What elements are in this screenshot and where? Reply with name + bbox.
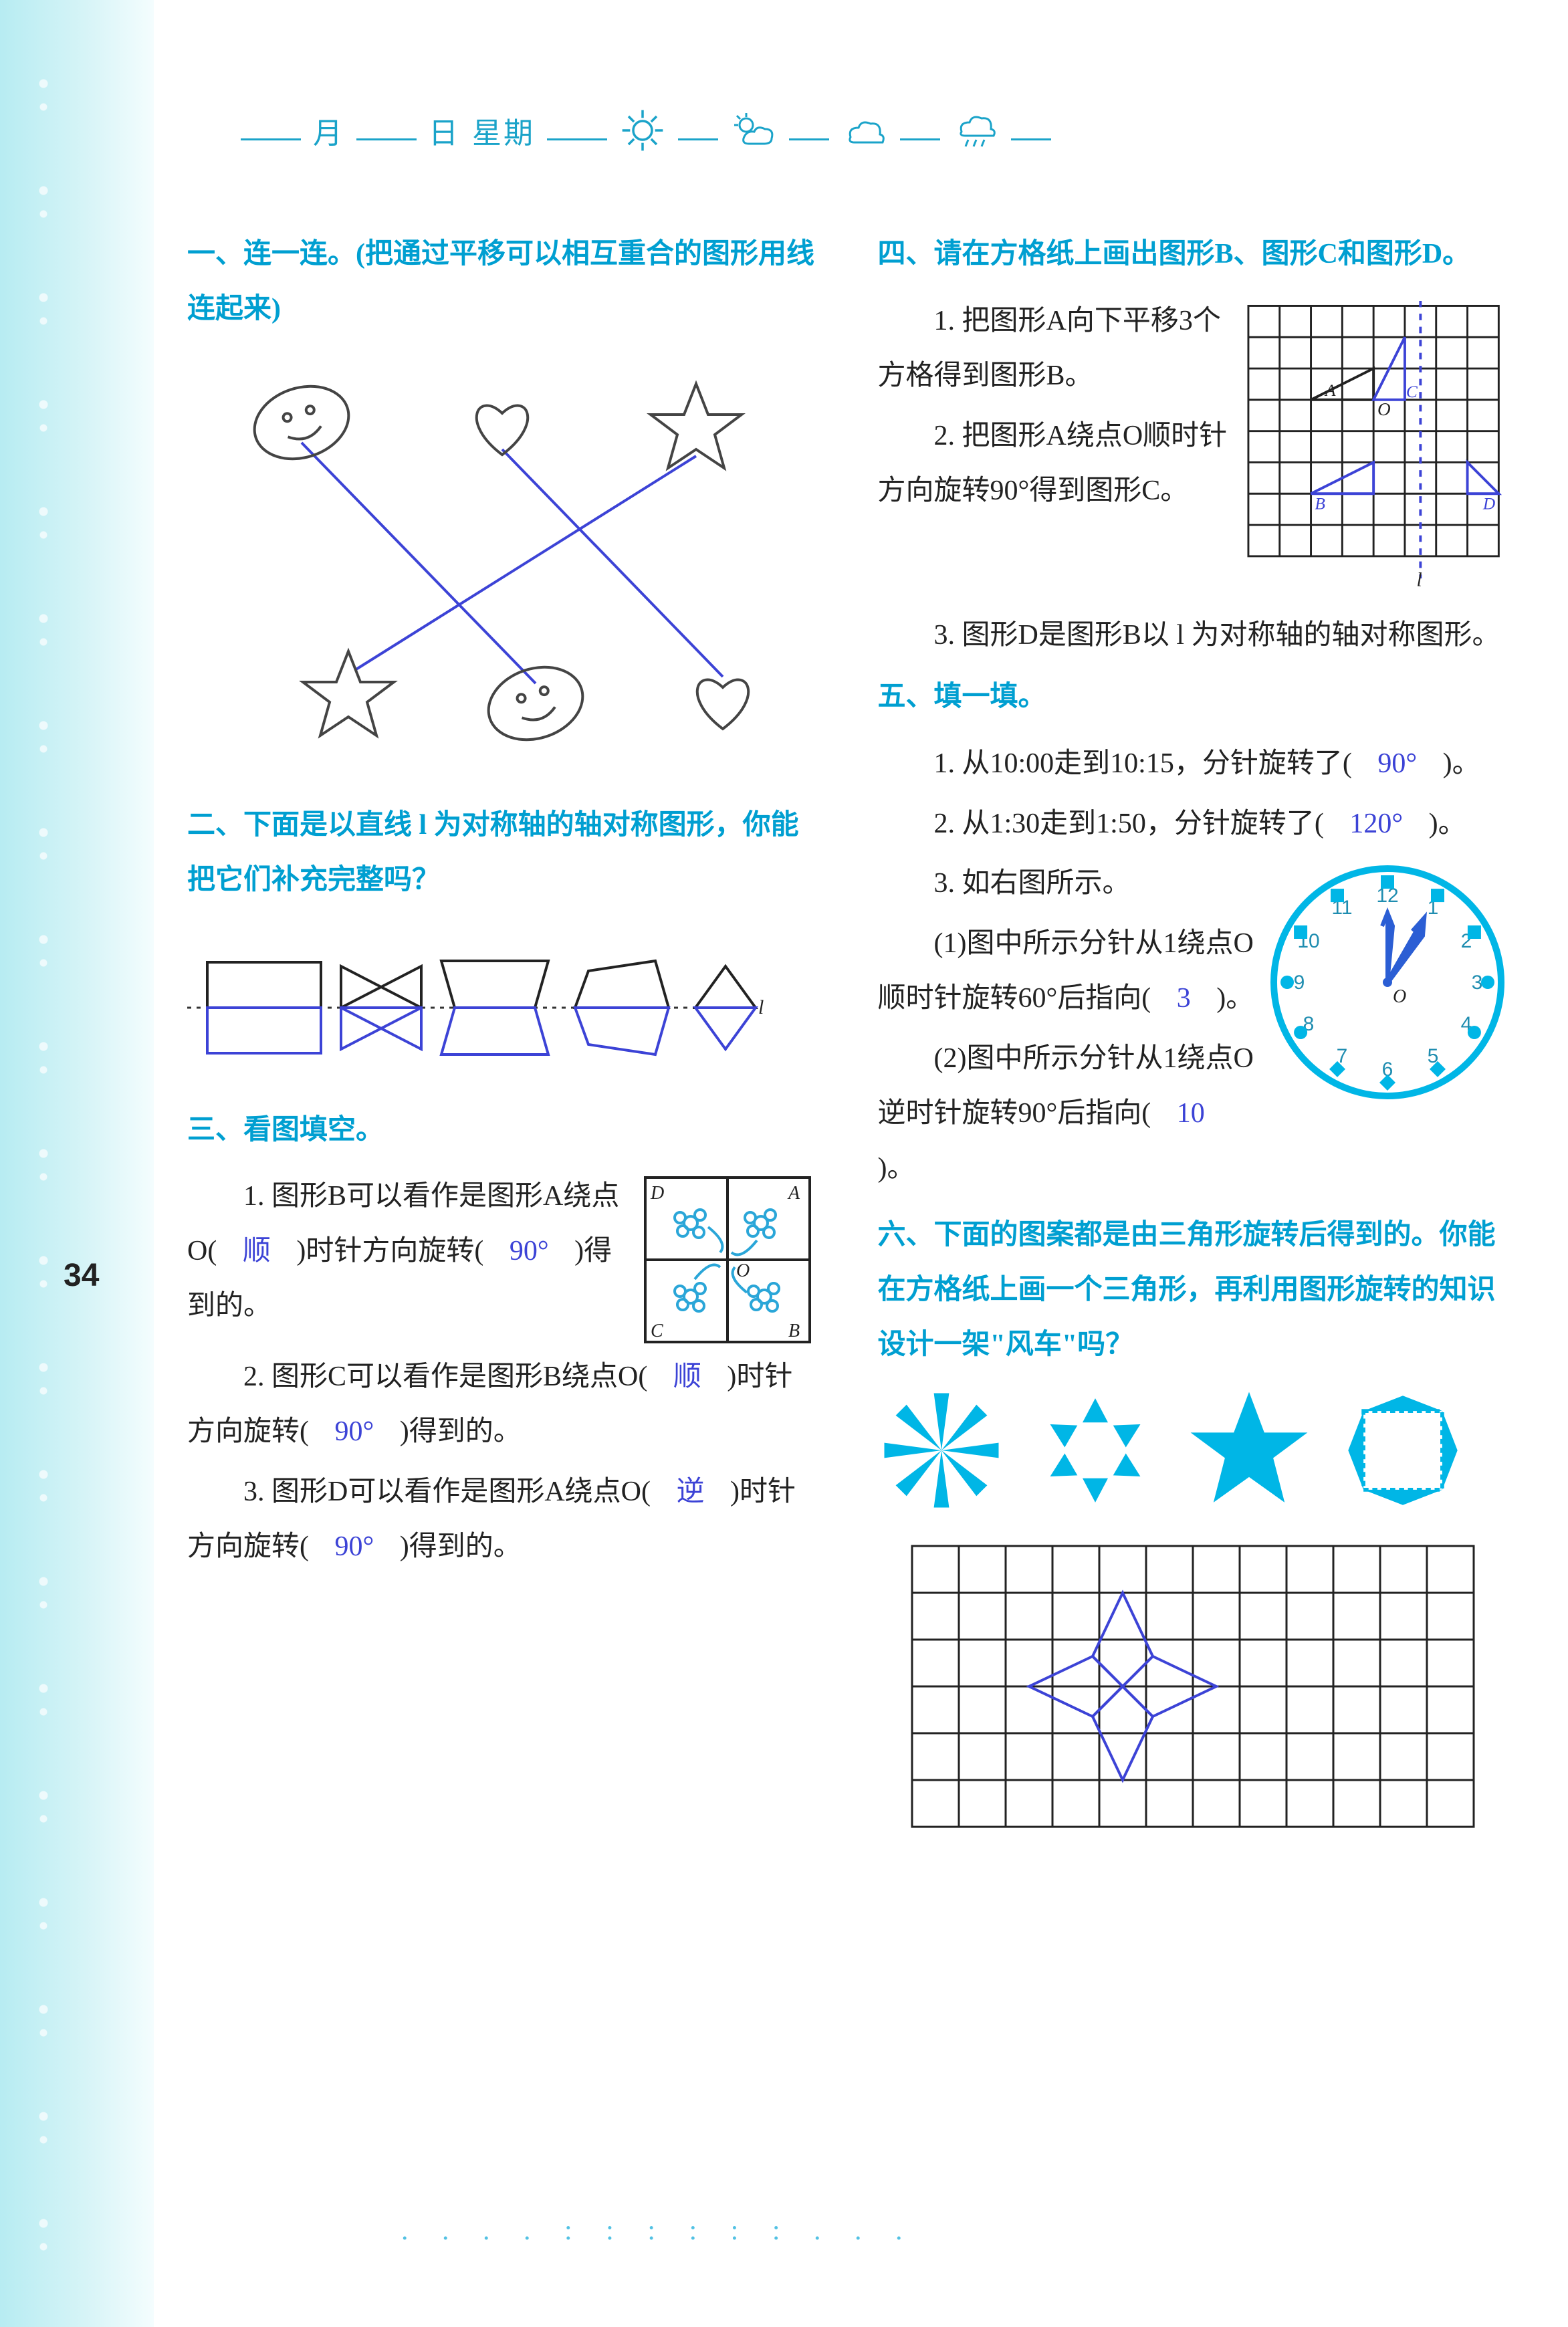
weather3-blank[interactable] (900, 120, 940, 140)
page-left-decor (0, 0, 154, 2327)
svg-text:l: l (758, 996, 764, 1018)
q2-heading: 二、下面是以直线 l 为对称轴的轴对称图形，你能把它们补充完整吗？ (187, 798, 818, 908)
sun-cloud-icon (730, 107, 777, 154)
month-label: 月 (313, 109, 344, 152)
weekday-label: 星期 (472, 109, 535, 152)
svg-text:D: D (650, 1183, 664, 1204)
q4-heading: 四、请在方格纸上画出图形B、图形C和图形D。 (878, 227, 1508, 282)
q6-grid-figure (905, 1533, 1480, 1840)
q5-sub2-ans: 10 (1158, 1098, 1224, 1129)
month-blank[interactable] (241, 120, 301, 140)
ring-triangles-icon (1032, 1387, 1159, 1514)
svg-text:A: A (787, 1183, 800, 1204)
svg-text:D: D (1482, 495, 1495, 514)
q1-heading: 一、连一连。(把通过平移可以相互重合的图形用线连起来) (187, 227, 818, 337)
q3-1-ans1: 顺 (224, 1236, 290, 1266)
q3-2-ans2: 90° (316, 1416, 393, 1447)
q5-sub1-post: )。 (1216, 983, 1254, 1014)
q2-diagram: l (187, 924, 769, 1091)
q5-2-post: )。 (1429, 808, 1466, 839)
svg-text:9: 9 (1294, 972, 1305, 994)
q5-clock-figure: 1212 345 678 91011 O (1267, 862, 1508, 1103)
svg-text:O: O (736, 1260, 750, 1281)
svg-text:l: l (1417, 570, 1422, 591)
rain-cloud-icon (952, 107, 999, 154)
q1-diagram (215, 349, 790, 777)
content-area: 一、连一连。(把通过平移可以相互重合的图形用线连起来) (187, 221, 1508, 1840)
svg-text:C: C (651, 1321, 663, 1341)
q5-2-ans: 120° (1331, 808, 1422, 839)
q6-heading: 六、下面的图案都是由三角形旋转后得到的。你能在方格纸上画一个三角形，再利用图形旋… (878, 1208, 1508, 1373)
svg-text:A: A (1324, 381, 1336, 400)
q5-item2: 2. 从1:30走到1:50，分针旋转了( 120° )。 (878, 797, 1508, 852)
burst-icon (878, 1387, 1005, 1514)
q6-icons-row (878, 1387, 1508, 1514)
day-blank[interactable] (356, 120, 417, 140)
q5-heading: 五、填一填。 (878, 670, 1508, 725)
weather1-blank[interactable] (678, 120, 718, 140)
svg-text:B: B (788, 1321, 800, 1341)
q3-1-ans2: 90° (491, 1236, 568, 1266)
q3-3-ans1: 逆 (657, 1476, 723, 1507)
svg-text:O: O (1393, 986, 1406, 1007)
q4-grid-figure: l O A C B D (1247, 301, 1508, 595)
day-label: 日 (429, 109, 460, 152)
square-rotated-icon (1339, 1387, 1466, 1514)
q3-3-pre: 3. 图形D可以看作是图形A绕点O( (243, 1476, 651, 1507)
page-number: 34 (64, 1257, 99, 1294)
right-column: 四、请在方格纸上画出图形B、图形C和图形D。 l O A (878, 221, 1508, 1840)
q3-3-ans2: 90° (316, 1531, 393, 1562)
q3-item3: 3. 图形D可以看作是图形A绕点O( 逆 )时针方向旋转( 90° )得到的。 (187, 1465, 818, 1575)
q3-item2: 2. 图形C可以看作是图形B绕点O( 顺 )时针方向旋转( 90° )得到的。 (187, 1350, 818, 1460)
sun-icon (619, 107, 666, 154)
q5-1-pre: 1. 从10:00走到10:15，分针旋转了( (934, 748, 1352, 779)
q3-2-ans1: 顺 (655, 1361, 720, 1392)
q5-2-pre: 2. 从1:30走到1:50，分针旋转了( (934, 808, 1324, 839)
q5-sub2-post: )。 (878, 1153, 915, 1184)
q4-line3: 3. 图形D是图形B以 l 为对称轴的轴对称图形。 (878, 608, 1508, 663)
svg-text:C: C (1406, 382, 1418, 401)
q5-item1: 1. 从10:00走到10:15，分针旋转了( 90° )。 (878, 737, 1508, 792)
q3-3-post: )得到的。 (400, 1531, 522, 1562)
q3-heading: 三、看图填空。 (187, 1103, 818, 1158)
weekday-blank[interactable] (547, 120, 607, 140)
header-date-line: 月 日 星期 (241, 107, 1051, 154)
svg-text:3: 3 (1472, 972, 1483, 994)
left-column: 一、连一连。(把通过平移可以相互重合的图形用线连起来) (187, 221, 818, 1840)
cloud-icon (841, 107, 888, 154)
star5-icon (1186, 1387, 1313, 1514)
weather4-blank[interactable] (1011, 120, 1051, 140)
q5-sub1-ans: 3 (1158, 983, 1210, 1014)
weather2-blank[interactable] (789, 120, 829, 140)
q3-2-pre: 2. 图形C可以看作是图形B绕点O( (243, 1361, 647, 1392)
q3-grid-figure: A B C D O (644, 1176, 811, 1343)
bottom-dots-decor: . . . . : : : : : : . . . (401, 2209, 916, 2253)
q5-1-ans: 90° (1359, 748, 1436, 779)
q3-2-post: )得到的。 (400, 1416, 522, 1447)
svg-text:B: B (1315, 495, 1325, 514)
q5-1-post: )。 (1443, 748, 1480, 779)
q3-1-mid: )时针方向旋转( (296, 1236, 483, 1266)
svg-text:O: O (1377, 399, 1391, 419)
